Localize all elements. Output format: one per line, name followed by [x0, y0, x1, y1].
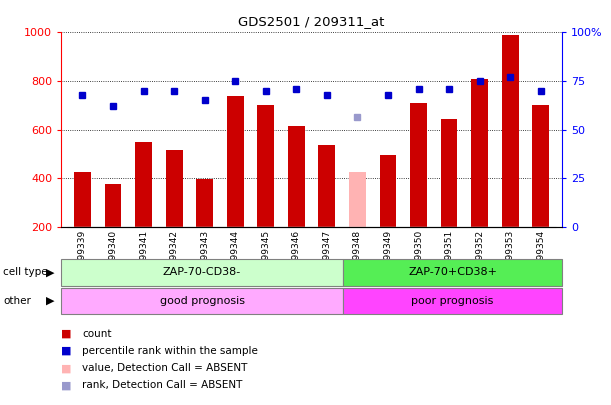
Bar — [441, 119, 458, 227]
Text: ZAP-70+CD38+: ZAP-70+CD38+ — [408, 267, 497, 277]
Text: ■: ■ — [61, 380, 71, 390]
Bar — [196, 179, 213, 227]
Text: ZAP-70-CD38-: ZAP-70-CD38- — [163, 267, 241, 277]
Bar — [74, 172, 91, 227]
Bar — [135, 142, 152, 227]
Bar — [502, 35, 519, 227]
Bar — [343, 259, 562, 286]
Bar — [61, 288, 343, 314]
Text: value, Detection Call = ABSENT: value, Detection Call = ABSENT — [82, 363, 248, 373]
Text: other: other — [3, 296, 31, 306]
Title: GDS2501 / 209311_at: GDS2501 / 209311_at — [238, 15, 385, 28]
Bar — [288, 126, 305, 227]
Bar — [318, 145, 335, 227]
Text: cell type: cell type — [3, 267, 48, 277]
Text: ■: ■ — [61, 346, 71, 356]
Bar — [343, 288, 562, 314]
Bar — [532, 105, 549, 227]
Text: ▶: ▶ — [46, 296, 54, 306]
Bar — [61, 259, 343, 286]
Bar — [349, 172, 366, 227]
Text: ■: ■ — [61, 363, 71, 373]
Text: poor prognosis: poor prognosis — [411, 296, 494, 306]
Text: ■: ■ — [61, 329, 71, 339]
Bar — [410, 103, 427, 227]
Bar — [379, 155, 397, 227]
Bar — [166, 150, 183, 227]
Bar — [257, 105, 274, 227]
Text: good prognosis: good prognosis — [159, 296, 244, 306]
Bar — [471, 79, 488, 227]
Text: percentile rank within the sample: percentile rank within the sample — [82, 346, 258, 356]
Bar — [227, 96, 244, 227]
Text: rank, Detection Call = ABSENT: rank, Detection Call = ABSENT — [82, 380, 243, 390]
Text: ▶: ▶ — [46, 267, 54, 277]
Text: count: count — [82, 329, 112, 339]
Bar — [104, 184, 122, 227]
